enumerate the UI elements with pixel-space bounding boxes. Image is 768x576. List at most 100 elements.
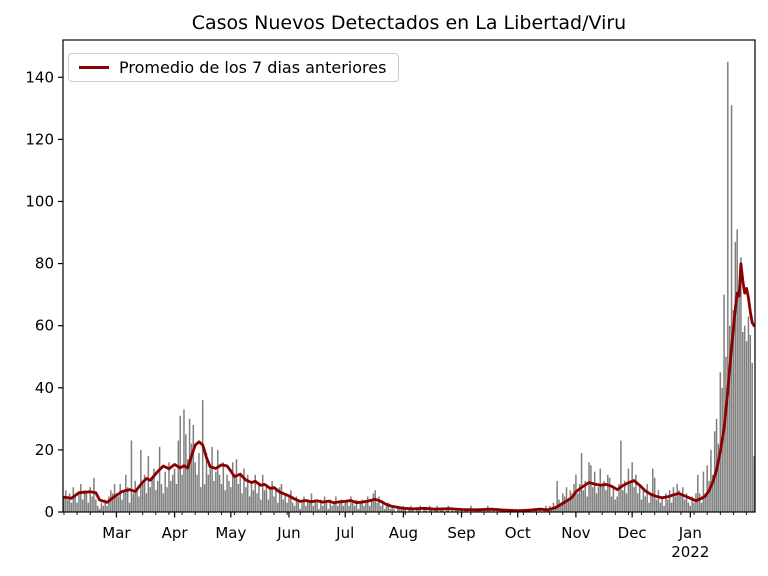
- bar: [284, 493, 286, 512]
- bar: [592, 487, 594, 512]
- bar: [201, 400, 204, 512]
- bar: [644, 496, 647, 512]
- bar: [661, 496, 663, 512]
- bar: [305, 505, 307, 512]
- bar: [597, 487, 600, 512]
- bar: [577, 493, 579, 512]
- plot-frame: [62, 39, 756, 513]
- bar: [593, 471, 596, 512]
- bar: [222, 462, 225, 512]
- bar: [582, 490, 585, 512]
- x-tick-label: Apr: [162, 524, 189, 542]
- bar: [563, 496, 566, 512]
- bar: [625, 493, 628, 512]
- bar: [372, 493, 375, 512]
- bar: [747, 316, 750, 512]
- bar: [321, 505, 324, 512]
- bar: [331, 505, 333, 512]
- bar: [170, 480, 172, 512]
- bar: [393, 508, 395, 512]
- y-tick-label: 60: [35, 317, 54, 335]
- bars-series: [63, 61, 755, 513]
- legend-line-swatch: [79, 66, 109, 69]
- bar: [383, 508, 386, 512]
- bar: [637, 493, 639, 512]
- bar: [620, 440, 622, 512]
- bar: [290, 490, 292, 512]
- bar: [263, 490, 266, 512]
- bar: [366, 496, 369, 512]
- bar: [400, 508, 403, 512]
- bar: [614, 499, 617, 512]
- x-tick-label: Aug: [389, 524, 418, 542]
- x-tick-label: Jan: [678, 524, 702, 542]
- bar: [578, 484, 581, 512]
- bar: [308, 502, 311, 512]
- bar: [85, 493, 88, 512]
- bar: [286, 502, 288, 512]
- bar: [95, 499, 97, 512]
- x-tick-label: Oct: [505, 524, 531, 542]
- bar: [670, 502, 673, 512]
- bar: [398, 508, 401, 512]
- bar: [106, 505, 108, 512]
- bar: [72, 487, 75, 512]
- bar: [650, 493, 652, 512]
- bar: [209, 468, 211, 512]
- bar: [584, 480, 587, 512]
- bar: [346, 499, 348, 512]
- legend: Promedio de los 7 dias anteriores: [68, 53, 400, 82]
- bar: [685, 493, 688, 512]
- bar: [181, 474, 183, 512]
- bar: [333, 502, 335, 512]
- bar: [194, 462, 196, 512]
- bar: [440, 508, 442, 512]
- bar: [128, 502, 131, 512]
- bar: [353, 505, 356, 512]
- bar: [588, 462, 590, 512]
- bar: [363, 505, 365, 512]
- bar: [323, 496, 326, 512]
- bar: [228, 480, 230, 512]
- bar: [237, 484, 240, 512]
- bar: [220, 484, 223, 512]
- y-tick-label: 40: [35, 379, 54, 397]
- bar: [282, 499, 285, 512]
- bar: [186, 459, 189, 512]
- bar: [753, 456, 755, 512]
- bar: [622, 490, 624, 512]
- bar: [306, 499, 309, 512]
- bar: [415, 508, 418, 512]
- bar: [719, 372, 722, 512]
- bar: [631, 462, 633, 512]
- bar: [740, 257, 742, 512]
- bar: [203, 484, 206, 512]
- y-tick-label: 120: [25, 130, 54, 148]
- bar: [158, 446, 161, 512]
- bar: [275, 490, 277, 512]
- bar: [273, 496, 275, 512]
- bar: [691, 496, 693, 512]
- bar: [710, 449, 712, 512]
- bar: [81, 499, 84, 512]
- bar: [70, 502, 73, 512]
- bar: [254, 474, 256, 512]
- bar: [745, 341, 748, 512]
- bar: [215, 471, 217, 512]
- bar: [91, 496, 93, 512]
- bar: [567, 499, 570, 512]
- bar: [580, 453, 583, 512]
- bar: [340, 499, 343, 512]
- bar: [700, 502, 703, 512]
- bar: [423, 508, 425, 512]
- bar: [697, 474, 699, 512]
- bar: [297, 499, 300, 512]
- bar: [205, 453, 208, 512]
- bar: [618, 484, 620, 512]
- bar: [207, 474, 210, 512]
- bar: [725, 356, 727, 512]
- bar: [218, 474, 221, 512]
- bar: [599, 468, 602, 512]
- bar: [125, 474, 127, 512]
